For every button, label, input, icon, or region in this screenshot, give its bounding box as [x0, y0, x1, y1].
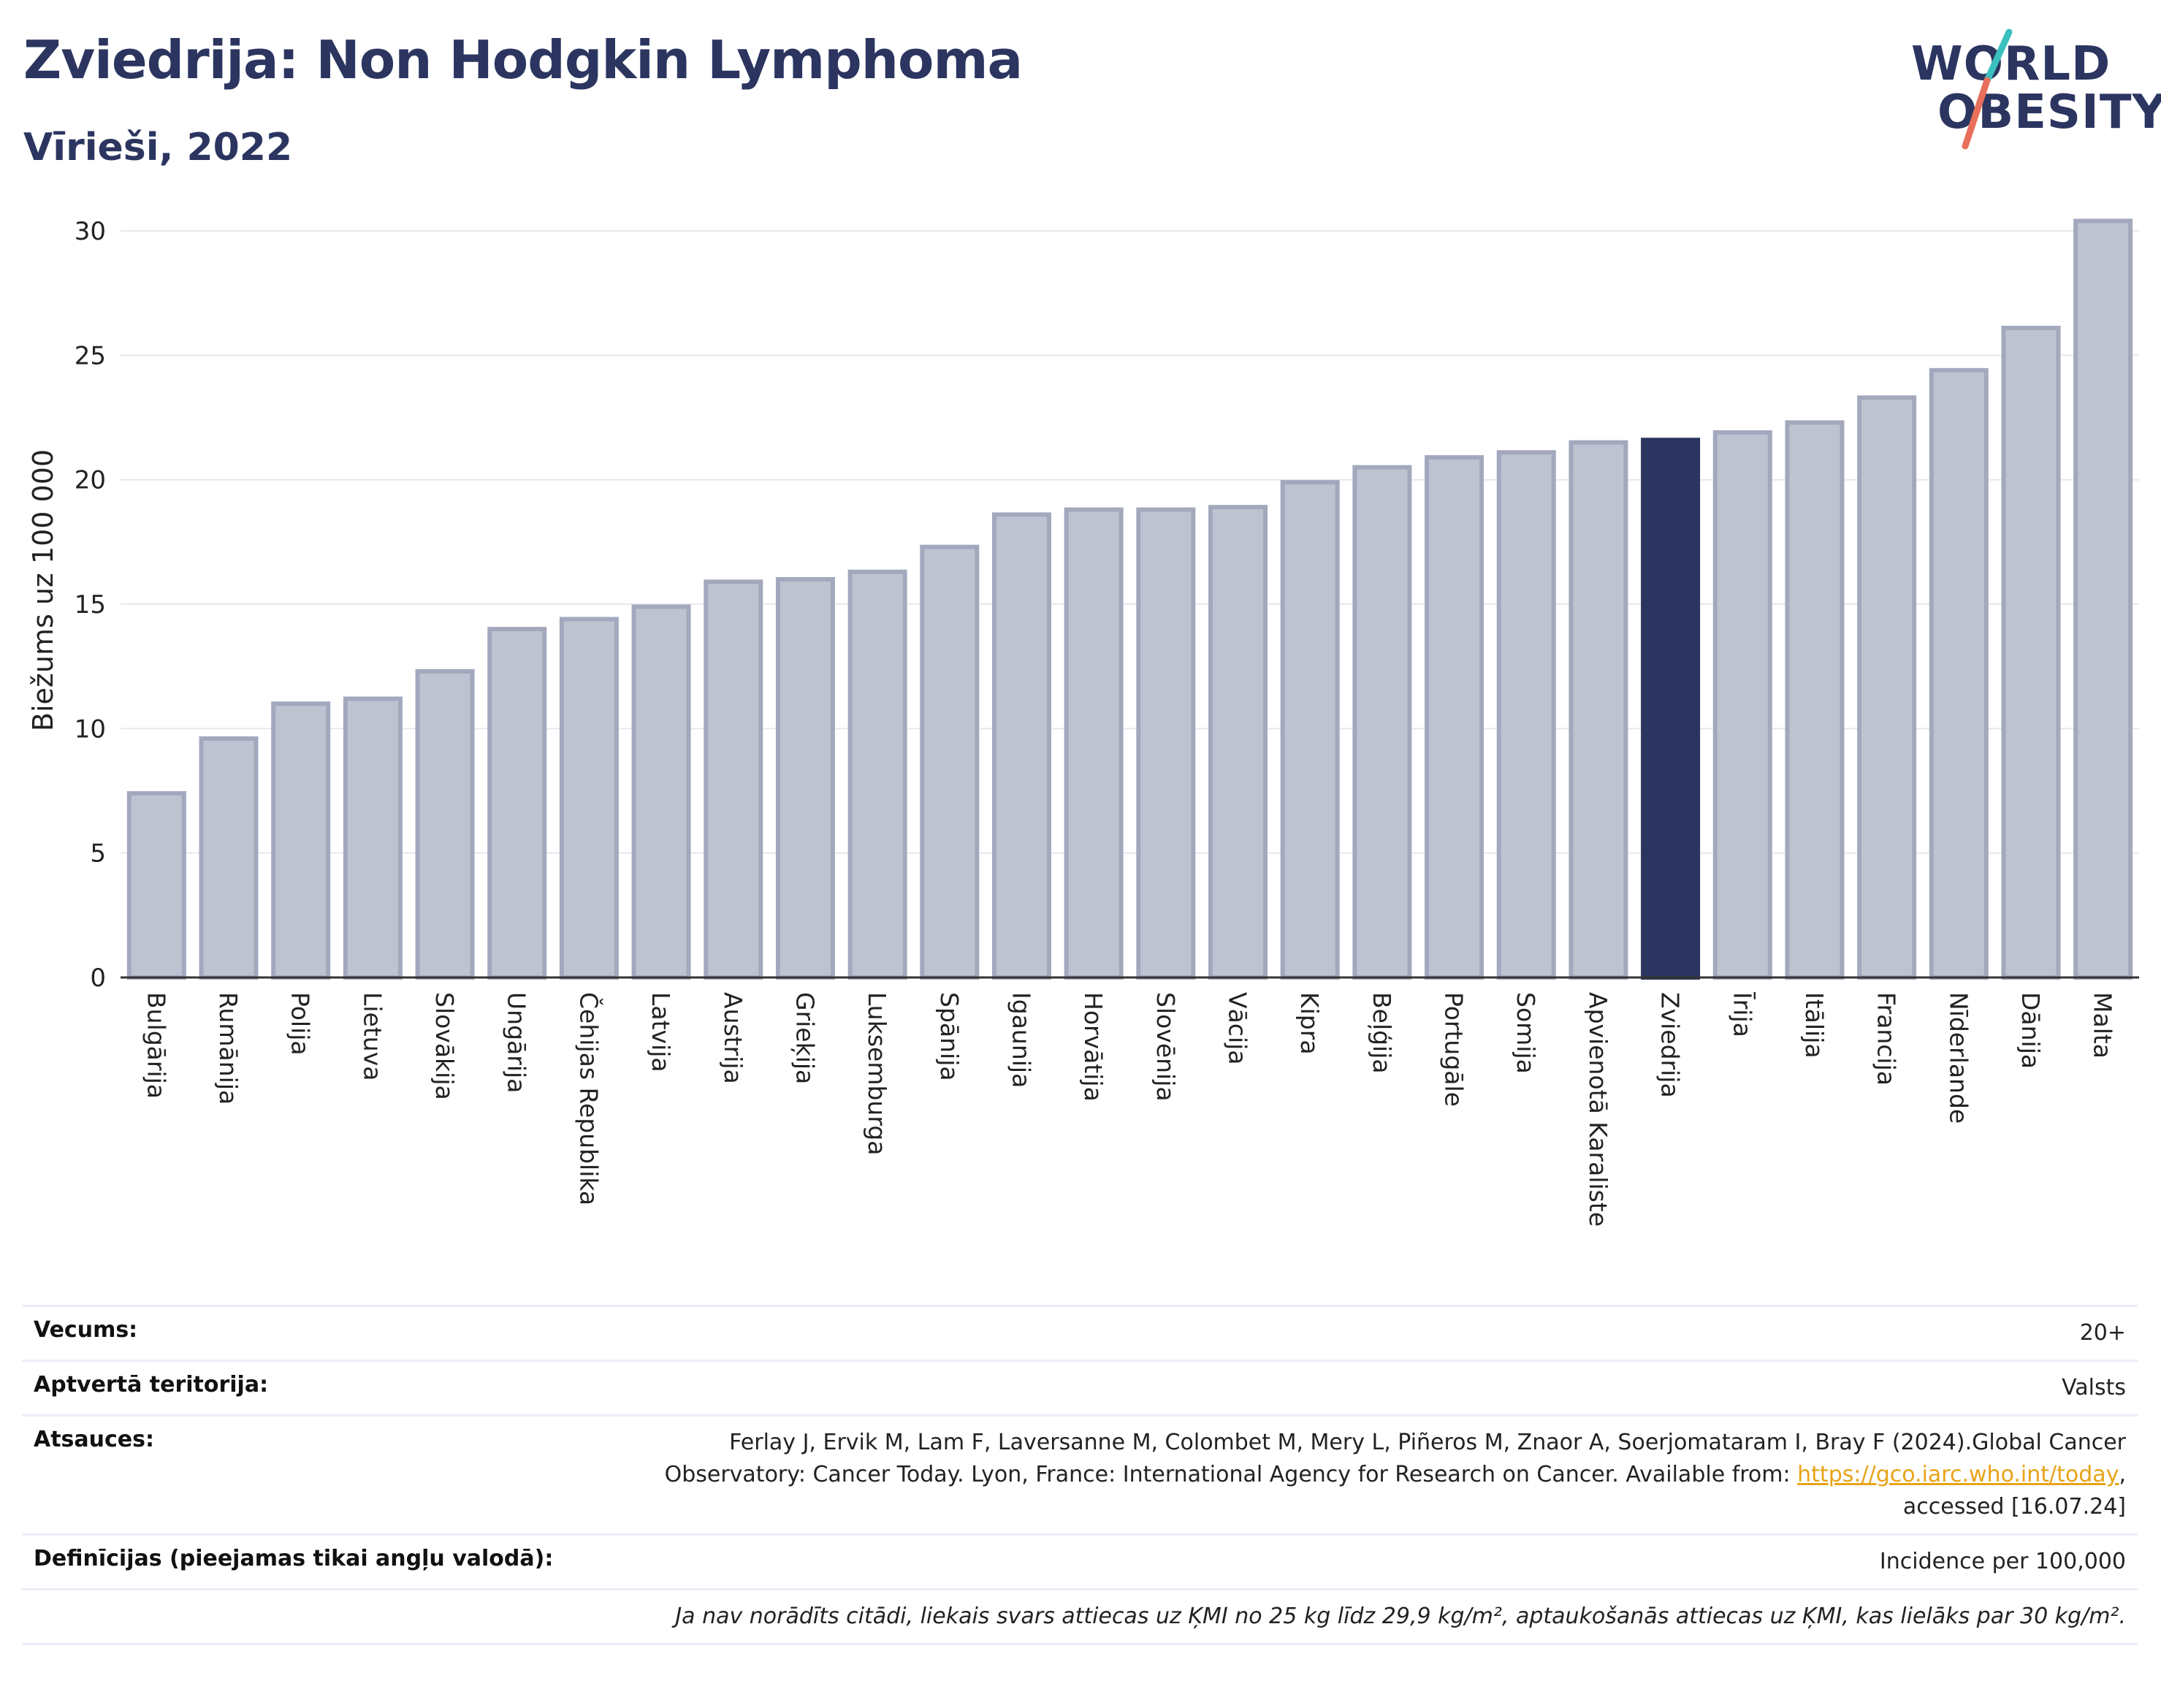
bar-slovākija[interactable] [415, 669, 475, 980]
x-tick-label: Kipra [1295, 992, 1324, 1055]
x-tick-label: Dānija [2016, 992, 2045, 1069]
info-label-references: Atsauces: [34, 1427, 154, 1452]
bar-itālija[interactable] [1785, 420, 1845, 980]
bar-malta[interactable] [2073, 218, 2133, 980]
x-tick-label: Horvātija [1079, 992, 1108, 1102]
bar-kipra[interactable] [1280, 480, 1340, 980]
bar-polija[interactable] [271, 701, 331, 980]
x-tick-label: Rumānija [214, 992, 243, 1105]
y-tick-label: 5 [90, 839, 106, 869]
x-tick-label: Latvija [647, 992, 675, 1072]
x-tick-label: Beļģija [1368, 992, 1396, 1074]
x-tick-label: Zviedrija [1656, 992, 1685, 1098]
info-row-note: Ja nav norādīts citādi, liekais svars at… [22, 1588, 2138, 1645]
reference-line-2-pre: Observatory: Cancer Today. Lyon, France:… [664, 1462, 1798, 1487]
info-row-age: Vecums: 20+ [22, 1305, 2138, 1360]
reference-line-2-post: , [2119, 1462, 2126, 1487]
bar-austrija[interactable] [704, 579, 763, 980]
bar-dānija[interactable] [2001, 325, 2061, 980]
x-tick-label: Vācija [1224, 992, 1252, 1065]
bar-lietuva[interactable] [343, 696, 403, 980]
y-tick-label: 0 [90, 964, 106, 993]
info-value-definitions: Incidence per 100,000 [1879, 1549, 2126, 1574]
info-value-territory: Valsts [2062, 1375, 2126, 1400]
x-tick-label: Somija [1512, 992, 1540, 1074]
info-value-age: 20+ [2079, 1320, 2126, 1346]
x-tick-label: Nīderlande [1944, 992, 1973, 1124]
y-axis-label: Biežums uz 100 000 [27, 449, 59, 731]
y-axis-ticks: 0 5 10 15 20 25 30 [75, 217, 106, 993]
y-tick-label: 10 [75, 714, 106, 744]
reference-line-1: Ferlay J, Ervik M, Lam F, Laversanne M, … [729, 1430, 2126, 1455]
bar-horvātija[interactable] [1064, 507, 1124, 980]
bar-portugāle[interactable] [1425, 455, 1485, 980]
bar-slovēnija[interactable] [1136, 507, 1196, 980]
bar-latvija[interactable] [631, 604, 691, 980]
bar-somija[interactable] [1496, 450, 1556, 980]
info-table: Vecums: 20+ Aptvertā teritorija: Valsts … [22, 1305, 2138, 1645]
x-tick-label: Luksemburga [863, 992, 891, 1156]
bar-zviedrija[interactable] [1641, 438, 1701, 980]
page-subtitle: Vīrieši, 2022 [23, 126, 293, 169]
info-note: Ja nav norādīts citādi, liekais svars at… [675, 1604, 2126, 1629]
info-label-definitions: Definīcijas (pieejamas tikai angļu valod… [34, 1546, 554, 1571]
bar-igaunija[interactable] [991, 512, 1051, 980]
bar-grieķija[interactable] [775, 576, 835, 980]
x-tick-label: Slovākija [430, 992, 459, 1100]
x-tick-label: Īrija [1728, 992, 1756, 1037]
reference-link[interactable]: https://gco.iarc.who.int/today [1797, 1462, 2119, 1487]
x-tick-label: Apvienotā Karaliste [1584, 992, 1612, 1227]
bar-spānija[interactable] [920, 544, 980, 980]
x-tick-label: Čehijas Republika [574, 992, 603, 1205]
y-tick-label: 30 [75, 217, 106, 246]
info-label-territory: Aptvertā teritorija: [34, 1372, 269, 1398]
x-tick-label: Ungārija [503, 992, 531, 1093]
reference-line-3: accessed [16.07.24] [1902, 1494, 2126, 1520]
x-tick-label: Grieķija [790, 992, 819, 1084]
logo-line-1: WORLD [1911, 37, 2111, 91]
x-tick-label: Bulgārija [142, 992, 170, 1099]
y-tick-label: 20 [75, 466, 106, 495]
x-tick-label: Spānija [935, 992, 964, 1081]
info-label-age: Vecums: [34, 1317, 138, 1343]
bar-nīderlande[interactable] [1929, 367, 1989, 980]
x-tick-label: Portugāle [1440, 992, 1468, 1107]
y-tick-label: 25 [75, 341, 106, 370]
bar-luksemburga[interactable] [847, 569, 907, 980]
bar-beļģija[interactable] [1352, 465, 1412, 980]
bar-francija[interactable] [1857, 395, 1917, 980]
x-tick-label: Igaunija [1007, 992, 1035, 1088]
world-obesity-logo: WORLD OBESITY [1907, 22, 2161, 153]
bar-čehijas-republika[interactable] [559, 617, 619, 980]
bar-bulgārija[interactable] [126, 790, 186, 980]
info-row-references: Atsauces: Ferlay J, Ervik M, Lam F, Lave… [22, 1414, 2138, 1533]
y-tick-label: 15 [75, 590, 106, 619]
x-tick-label: Lietuva [358, 992, 386, 1080]
bar-rumānija[interactable] [199, 736, 259, 980]
logo-slash-icon [1962, 28, 2013, 150]
bar-apvienotā-karaliste[interactable] [1569, 440, 1628, 980]
x-tick-label: Francija [1872, 992, 1901, 1086]
x-tick-label: Itālija [1800, 992, 1829, 1059]
info-row-definitions: Definīcijas (pieejamas tikai angļu valod… [22, 1533, 2138, 1588]
info-row-territory: Aptvertā teritorija: Valsts [22, 1360, 2138, 1414]
page-title: Zviedrija: Non Hodgkin Lymphoma [23, 29, 1023, 91]
x-tick-label: Austrija [719, 992, 747, 1084]
x-axis-labels: Bulgārija Rumānija Polija Lietuva Slovākija U… [142, 992, 2116, 1227]
x-tick-label: Malta [2089, 992, 2117, 1059]
bars [126, 218, 2133, 980]
info-value-references: Ferlay J, Ervik M, Lam F, Laversanne M, … [665, 1427, 2126, 1523]
bar-ungārija[interactable] [487, 627, 547, 980]
x-tick-label: Slovēnija [1151, 992, 1180, 1102]
bar-īrija[interactable] [1712, 430, 1772, 980]
x-tick-label: Polija [286, 992, 315, 1056]
bar-vācija[interactable] [1208, 505, 1268, 980]
bar-chart: 0 5 10 15 20 25 30 Bulgārija Rumānija Polija Liet… [27, 217, 2139, 1227]
